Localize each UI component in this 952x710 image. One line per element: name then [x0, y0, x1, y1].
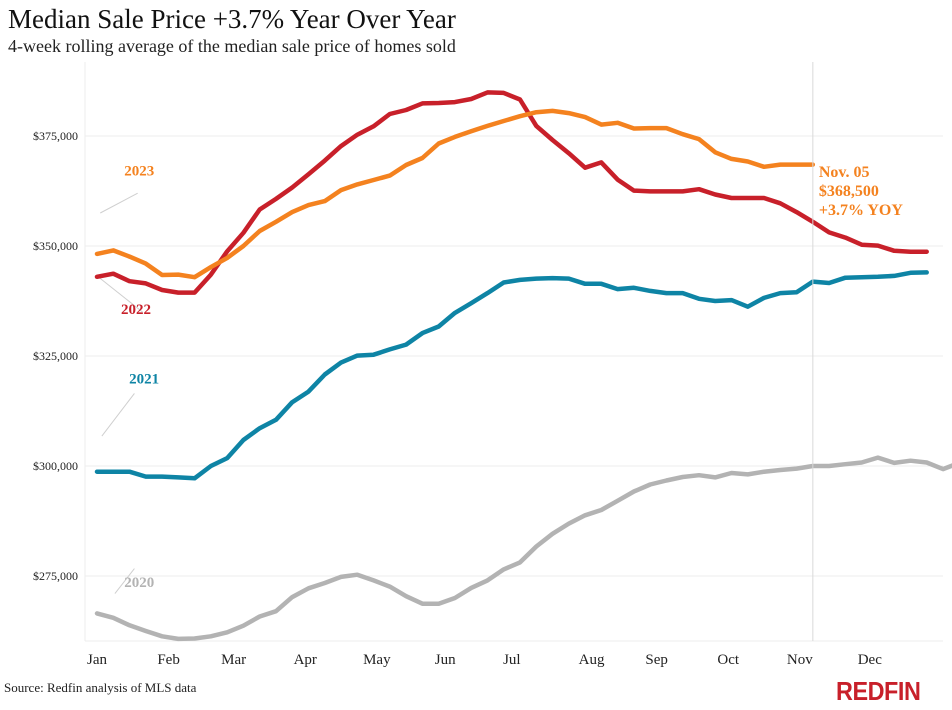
chart-title: Median Sale Price +3.7% Year Over Year: [8, 4, 456, 34]
series-line-2022: [94, 90, 929, 295]
latest-value-annotation: Nov. 05 $368,500 +3.7% YOY: [812, 62, 904, 641]
label-leader-lines: [96, 192, 143, 594]
source-note: Source: Redfin analysis of MLS data: [4, 680, 197, 695]
x-tick-label: Jun: [435, 652, 456, 668]
series-label-2021: 2021: [129, 372, 159, 388]
series-labels: 2020 2021 2022 2023: [121, 164, 159, 591]
leader-line-2020: [114, 568, 135, 594]
x-tick-label: Feb: [157, 652, 180, 668]
y-tick-label: $375,000: [33, 129, 78, 143]
gridlines: [84, 62, 943, 642]
x-tick-label: Oct: [717, 652, 739, 668]
series-label-2023: 2023: [124, 164, 154, 180]
series-lines: [94, 90, 952, 642]
annotation-change: +3.7% YOY: [819, 202, 904, 219]
series-line-2020: [94, 455, 952, 642]
x-tick-label: Nov: [787, 652, 813, 668]
leader-line-2023: [100, 192, 138, 214]
y-tick-label: $350,000: [33, 239, 78, 253]
x-tick-label: Sep: [645, 652, 668, 668]
leader-line-2021: [101, 393, 135, 437]
x-tick-label: Dec: [858, 652, 882, 668]
chart-subtitle: 4-week rolling average of the median sal…: [8, 36, 456, 56]
x-tick-label: Aug: [579, 652, 605, 668]
y-tick-label: $300,000: [33, 459, 78, 473]
x-tick-label: May: [363, 652, 391, 668]
x-tick-label: Jul: [503, 652, 521, 668]
logo-text: REDFIN: [836, 676, 921, 706]
annotation-value: $368,500: [819, 183, 879, 200]
redfin-logo: REDFIN: [836, 676, 921, 707]
y-tick-label: $275,000: [33, 569, 78, 583]
x-tick-label: Apr: [294, 652, 317, 668]
series-line-2023: [94, 108, 816, 280]
annotation-date: Nov. 05: [819, 164, 870, 181]
leader-line-2022: [96, 275, 143, 313]
x-tick-label: Jan: [87, 652, 107, 668]
x-axis: Jan Feb Mar Apr May Jun Jul Aug Sep Oct Nov Dec: [87, 652, 882, 668]
y-tick-label: $325,000: [33, 349, 78, 363]
series-label-2020: 2020: [124, 575, 154, 591]
series-label-2022: 2022: [121, 302, 151, 318]
series-line-2021: [94, 270, 929, 481]
x-tick-label: Mar: [221, 652, 246, 668]
y-axis: $275,000 $300,000 $325,000 $350,000 $375,000: [33, 129, 78, 583]
